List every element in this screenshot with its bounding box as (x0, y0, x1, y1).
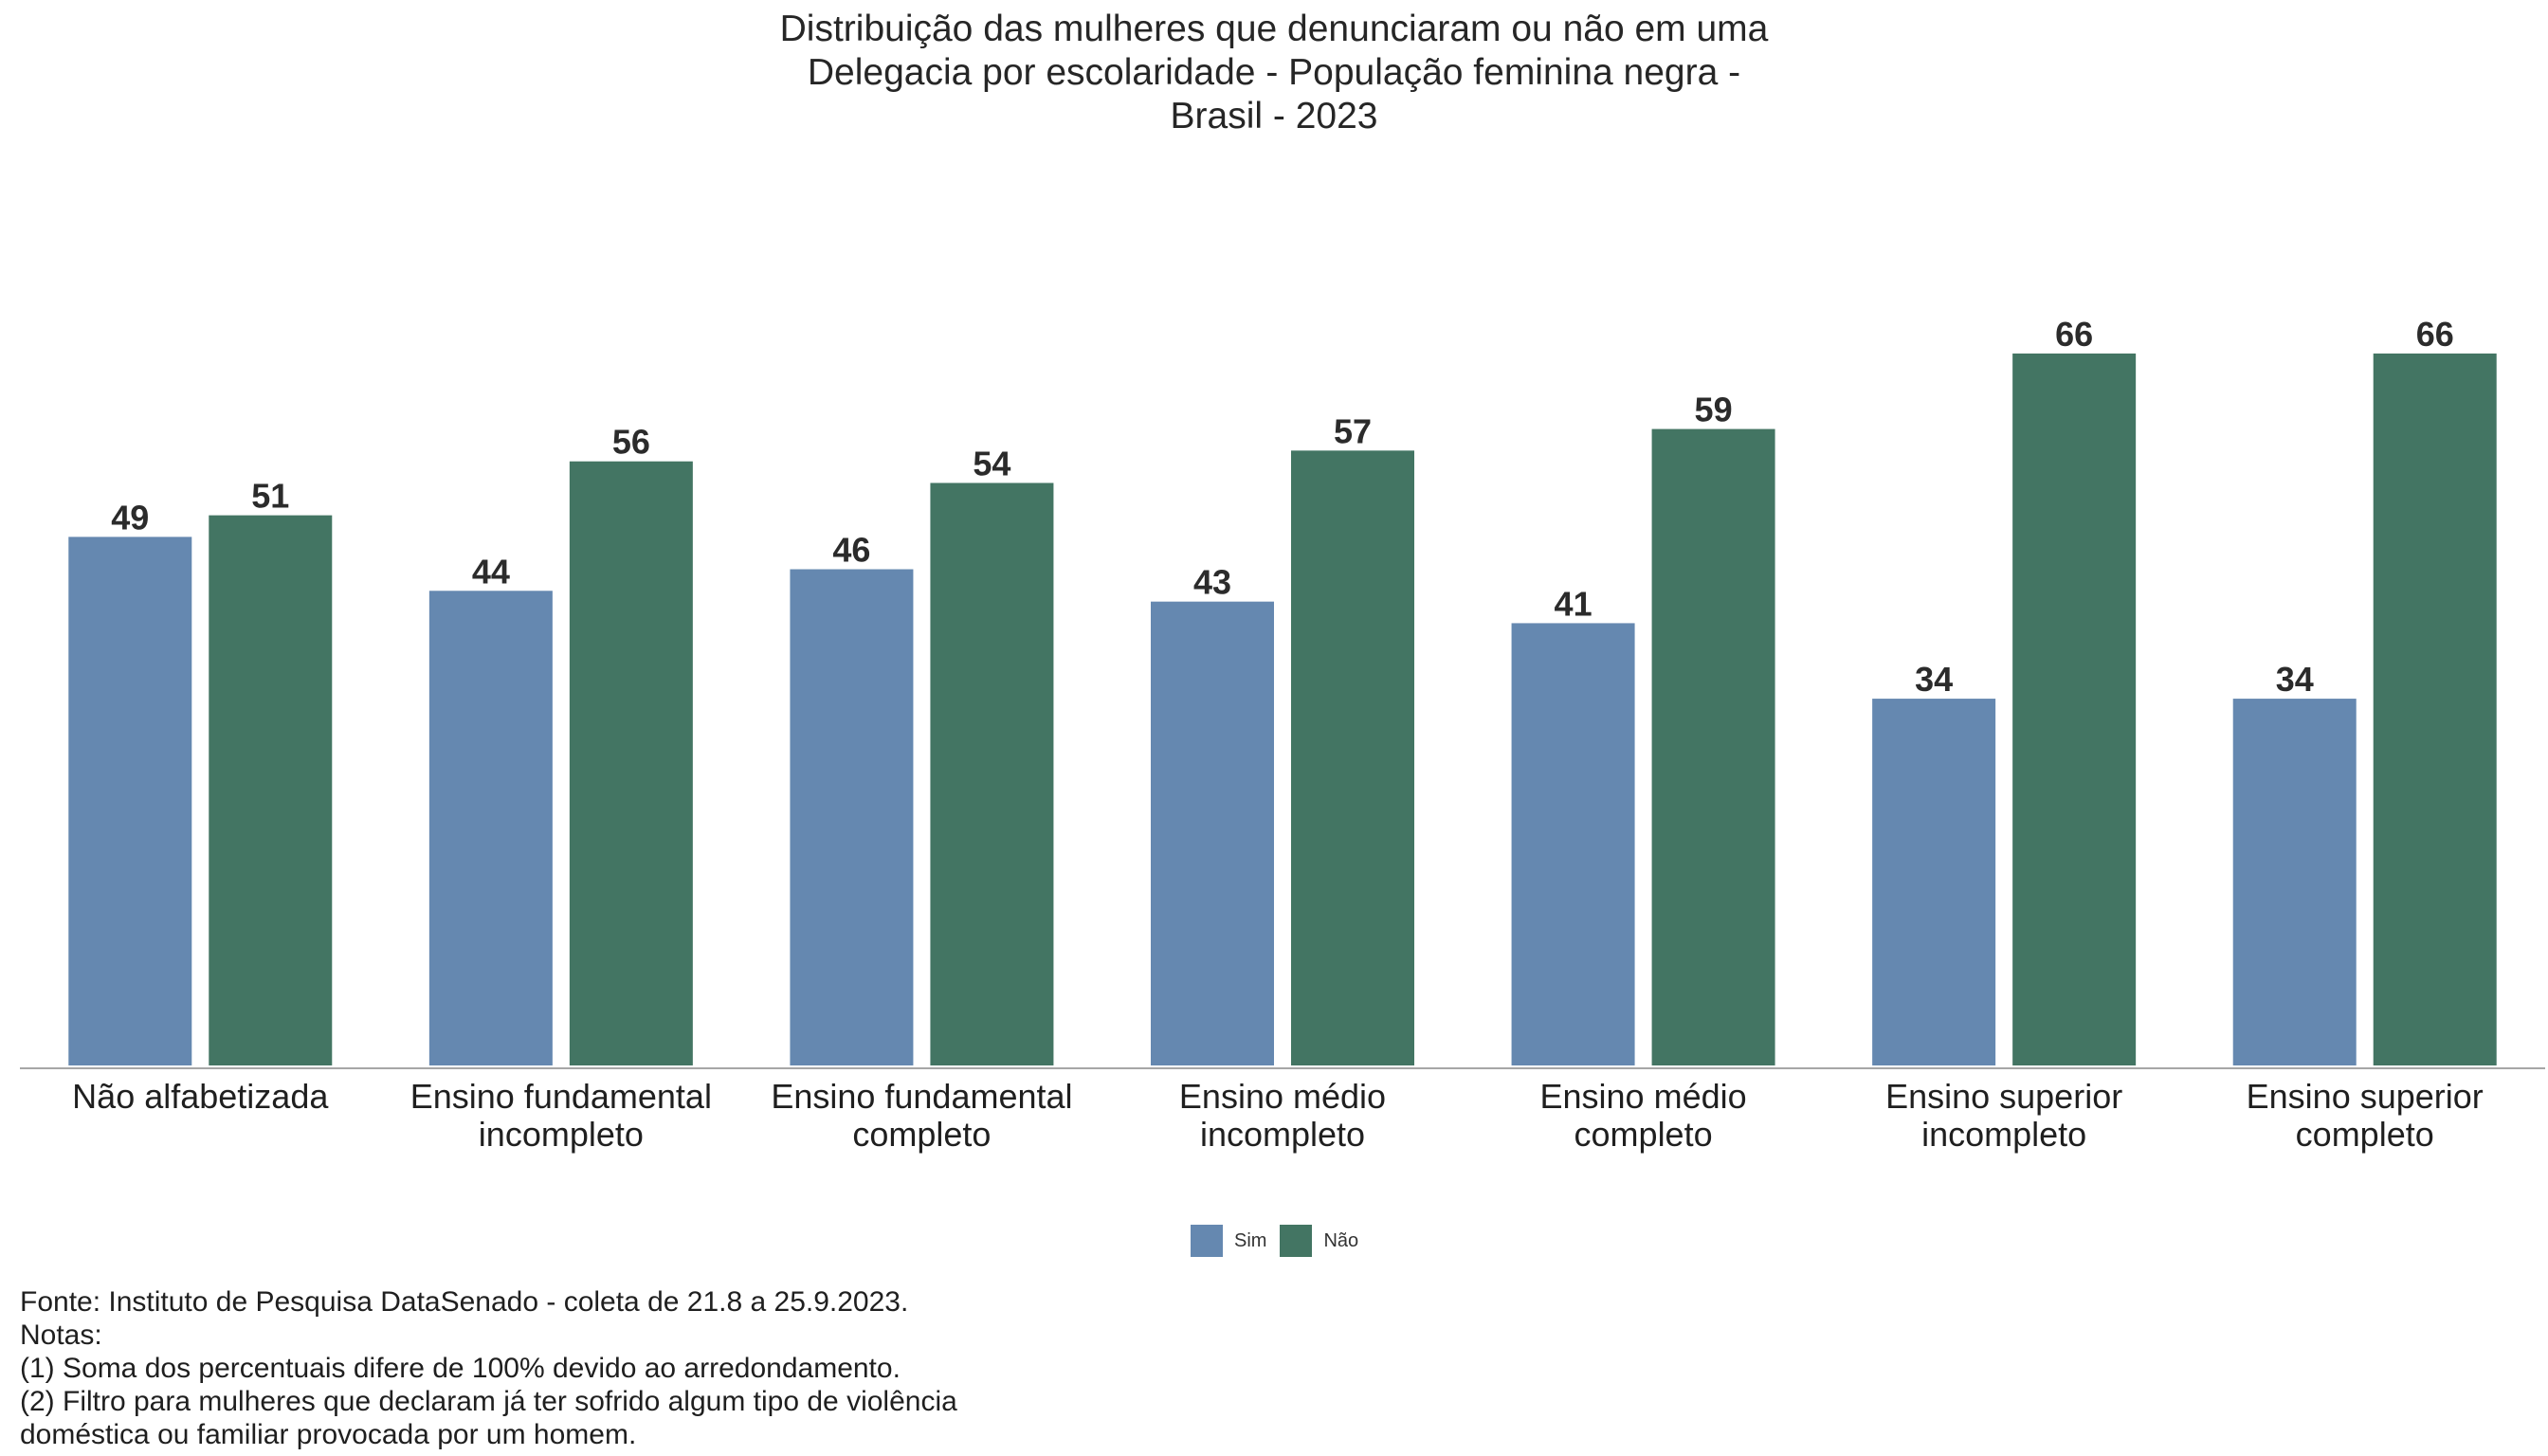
chart-title-line: Brasil - 2023 (1170, 96, 1378, 136)
legend-label-sim: Sim (1234, 1229, 1267, 1251)
legend-item-nao: Não (1280, 1225, 1358, 1257)
bar-nao (1291, 450, 1414, 1066)
data-label: 34 (2276, 660, 2314, 699)
chart-title: Distribuição das mulheres que denunciara… (0, 8, 2548, 138)
data-label: 46 (832, 531, 870, 570)
data-label: 49 (111, 498, 149, 537)
bar-nao (930, 482, 1054, 1066)
bar-nao (569, 461, 693, 1066)
data-label: 54 (973, 444, 1010, 482)
bar-nao (209, 515, 333, 1065)
x-tick-label: completo (852, 1115, 991, 1154)
bar-sim (2232, 699, 2357, 1065)
data-label: 43 (1193, 563, 1231, 602)
x-tick-label: Ensino superior (2247, 1077, 2484, 1116)
bar-sim (428, 591, 553, 1065)
notes-heading: Notas: (20, 1320, 102, 1351)
data-label: 34 (1915, 660, 1953, 699)
x-tick-label: Ensino fundamental (410, 1077, 712, 1116)
note-2-continued: doméstica ou familiar provocada por um h… (20, 1419, 637, 1450)
bar-sim (1511, 623, 1635, 1065)
bar-nao (1651, 428, 1775, 1066)
x-tick-label: incompleto (1921, 1115, 2086, 1154)
data-label: 59 (1695, 391, 1733, 429)
data-label: 66 (2416, 315, 2454, 354)
legend-swatch-nao (1280, 1225, 1313, 1257)
footnotes: Fonte: Instituto de Pesquisa DataSenado … (20, 1285, 957, 1451)
x-tick-label: Ensino médio (1540, 1077, 1747, 1116)
data-label: 57 (1334, 411, 1372, 450)
x-tick-label: Ensino fundamental (771, 1077, 1072, 1116)
data-label: 41 (1555, 584, 1592, 623)
data-label: 51 (251, 477, 289, 516)
x-tick-label: Não alfabetizada (72, 1077, 329, 1116)
x-tick-label: incompleto (1200, 1115, 1365, 1154)
chart-title-line: Distribuição das mulheres que denunciara… (779, 9, 1769, 49)
note-1: (1) Soma dos percentuais difere de 100% … (20, 1353, 901, 1384)
chart-title-line: Delegacia por escolaridade - População f… (807, 52, 1741, 93)
data-label: 66 (2055, 315, 2093, 354)
legend-label-nao: Não (1323, 1229, 1359, 1251)
x-tick-label: Ensino superior (1885, 1077, 2122, 1116)
data-label: 56 (612, 423, 650, 462)
legend: Sim Não (1191, 1225, 1358, 1257)
x-tick-label: incompleto (479, 1115, 644, 1154)
legend-item-sim: Sim (1191, 1225, 1266, 1257)
source-note: Fonte: Instituto de Pesquisa DataSenado … (20, 1286, 909, 1318)
data-label: 44 (472, 552, 510, 591)
bar-sim (68, 537, 192, 1065)
x-tick-label: completo (1574, 1115, 1713, 1154)
bar-nao (2012, 353, 2137, 1065)
bar-sim (1151, 601, 1274, 1065)
legend-swatch-sim (1191, 1225, 1223, 1257)
note-2: (2) Filtro para mulheres que declaram já… (20, 1386, 957, 1417)
x-tick-label: completo (2296, 1115, 2434, 1154)
bar-sim (790, 569, 914, 1065)
x-tick-label: Ensino médio (1179, 1077, 1386, 1116)
bar-sim (1872, 699, 1996, 1065)
bar-nao (2373, 353, 2497, 1065)
